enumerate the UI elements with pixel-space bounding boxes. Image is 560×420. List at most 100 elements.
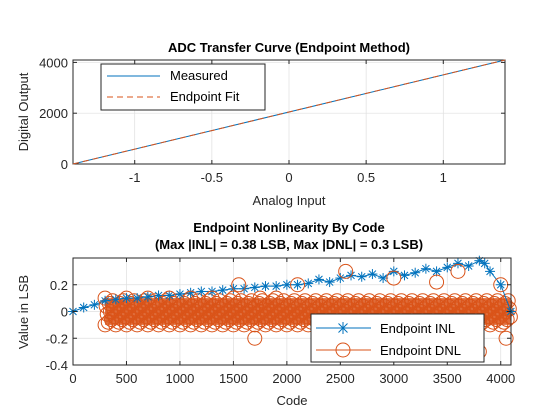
asterisk-stroke (197, 287, 206, 296)
inl-marker (153, 290, 164, 301)
endpoint-fit-line (72, 59, 506, 165)
inl-marker (324, 277, 335, 288)
dnl-marker (140, 290, 156, 306)
dnl-marker (498, 330, 514, 346)
x-tick-label: 3500 (433, 371, 462, 386)
x-tick-label: 2500 (326, 371, 355, 386)
inl-marker (292, 279, 303, 290)
asterisk-stroke (250, 283, 259, 292)
axis-ticks: -1 -0.5 0 0.5 1 0 2000 4000 (39, 55, 505, 185)
inl-marker (100, 295, 111, 306)
dnl-marker (118, 290, 134, 306)
legend-asterisk-marker (337, 322, 349, 334)
dnl-marker (161, 290, 177, 306)
y-tick-label: 0.2 (50, 278, 68, 293)
inl-marker (452, 258, 463, 269)
asterisk-stroke (357, 272, 366, 281)
axis-ticks: 0 500 1000 1500 2000 2500 3000 3500 4000 -0.4 -0.2… (46, 258, 515, 386)
inl-marker (313, 274, 324, 285)
legend-label-inl: Endpoint INL (380, 321, 455, 336)
asterisk-stroke (186, 288, 195, 297)
asterisk-stroke (496, 280, 505, 289)
nonlinearity-plot: Endpoint Nonlinearity By Code (Max |INL|… (16, 220, 518, 408)
y-tick-label: 4000 (39, 55, 68, 70)
dnl-marker (450, 263, 466, 279)
inl-marker (495, 279, 506, 290)
asterisk-stroke (154, 291, 163, 300)
chart-subtitle: (Max |INL| = 0.38 LSB, Max |DNL| = 0.3 L… (155, 237, 423, 252)
asterisk-stroke (480, 259, 489, 268)
legend: Endpoint INL Endpoint DNL (310, 313, 485, 363)
inl-marker (367, 269, 378, 280)
y-tick-label: -0.4 (46, 358, 68, 373)
dnl-marker (268, 290, 284, 306)
asterisk-stroke (422, 264, 430, 273)
chart-title: ADC Transfer Curve (Endpoint Method) (168, 40, 410, 55)
inl-marker (217, 285, 228, 296)
x-tick-label: 0.5 (357, 170, 375, 185)
inl-marker (174, 289, 185, 300)
asterisk-stroke (411, 268, 420, 277)
y-axis-label: Value in LSB (16, 275, 31, 349)
inl-marker (356, 271, 367, 282)
dnl-marker (338, 263, 354, 279)
inl-marker (89, 299, 100, 310)
dnl-marker (183, 290, 199, 306)
inl-marker (399, 270, 410, 281)
asterisk-stroke (454, 259, 462, 268)
asterisk-stroke (176, 290, 184, 298)
y-axis-label: Digital Output (16, 72, 31, 151)
x-tick-label: 0 (285, 170, 292, 185)
inl-marker (303, 278, 314, 289)
dnl-marker (204, 290, 220, 306)
x-tick-label: 4000 (486, 371, 515, 386)
dnl-marker (231, 277, 247, 293)
legend-box (100, 63, 266, 111)
y-tick-label: 0 (61, 157, 68, 172)
asterisk-stroke (122, 294, 131, 302)
inl-marker (249, 282, 260, 293)
inl-marker (78, 302, 89, 313)
inl-marker (474, 255, 485, 266)
inl-marker (185, 287, 196, 298)
asterisk-stroke (79, 303, 88, 312)
legend-box (310, 313, 485, 363)
inl-marker (121, 293, 132, 304)
dnl-marker (386, 270, 402, 286)
inl-marker (410, 267, 421, 278)
dnl-marker (252, 290, 268, 306)
dnl-marker (247, 330, 263, 346)
inl-marker (164, 290, 175, 301)
asterisk-stroke (325, 278, 334, 286)
asterisk-stroke (165, 291, 174, 300)
asterisk-stroke (133, 294, 142, 302)
x-tick-label: 3000 (379, 371, 408, 386)
dnl-marker (97, 290, 113, 306)
asterisk-stroke (111, 295, 120, 304)
y-tick-label: -0.2 (46, 331, 68, 346)
y-tick-label: 0 (61, 305, 68, 320)
asterisk-stroke (400, 271, 409, 280)
legend-label-measured: Measured (170, 68, 228, 83)
x-tick-label: 1500 (219, 371, 248, 386)
x-axis-label: Analog Input (252, 193, 325, 208)
asterisk-stroke (143, 292, 152, 301)
asterisk-stroke (336, 274, 345, 282)
chart-title: Endpoint Nonlinearity By Code (193, 220, 384, 235)
asterisk-stroke (101, 296, 109, 305)
transfer-curve-plot: ADC Transfer Curve (Endpoint Method) -1-… (16, 40, 506, 208)
x-axis-label: Code (276, 393, 307, 408)
legend-label-endpoint-fit: Endpoint Fit (170, 89, 240, 104)
x-tick-label: 1000 (165, 371, 194, 386)
asterisk-stroke (379, 274, 387, 282)
inl-marker (260, 281, 271, 292)
asterisk-stroke (368, 270, 377, 278)
asterisk-stroke (293, 280, 302, 289)
y-tick-label: 2000 (39, 106, 68, 121)
series-lines (72, 59, 506, 165)
dnl-marker (429, 274, 445, 290)
asterisk-stroke (304, 279, 313, 288)
legend-label-dnl: Endpoint DNL (380, 343, 461, 358)
inl-marker (479, 258, 490, 269)
asterisk-stroke (443, 263, 452, 272)
